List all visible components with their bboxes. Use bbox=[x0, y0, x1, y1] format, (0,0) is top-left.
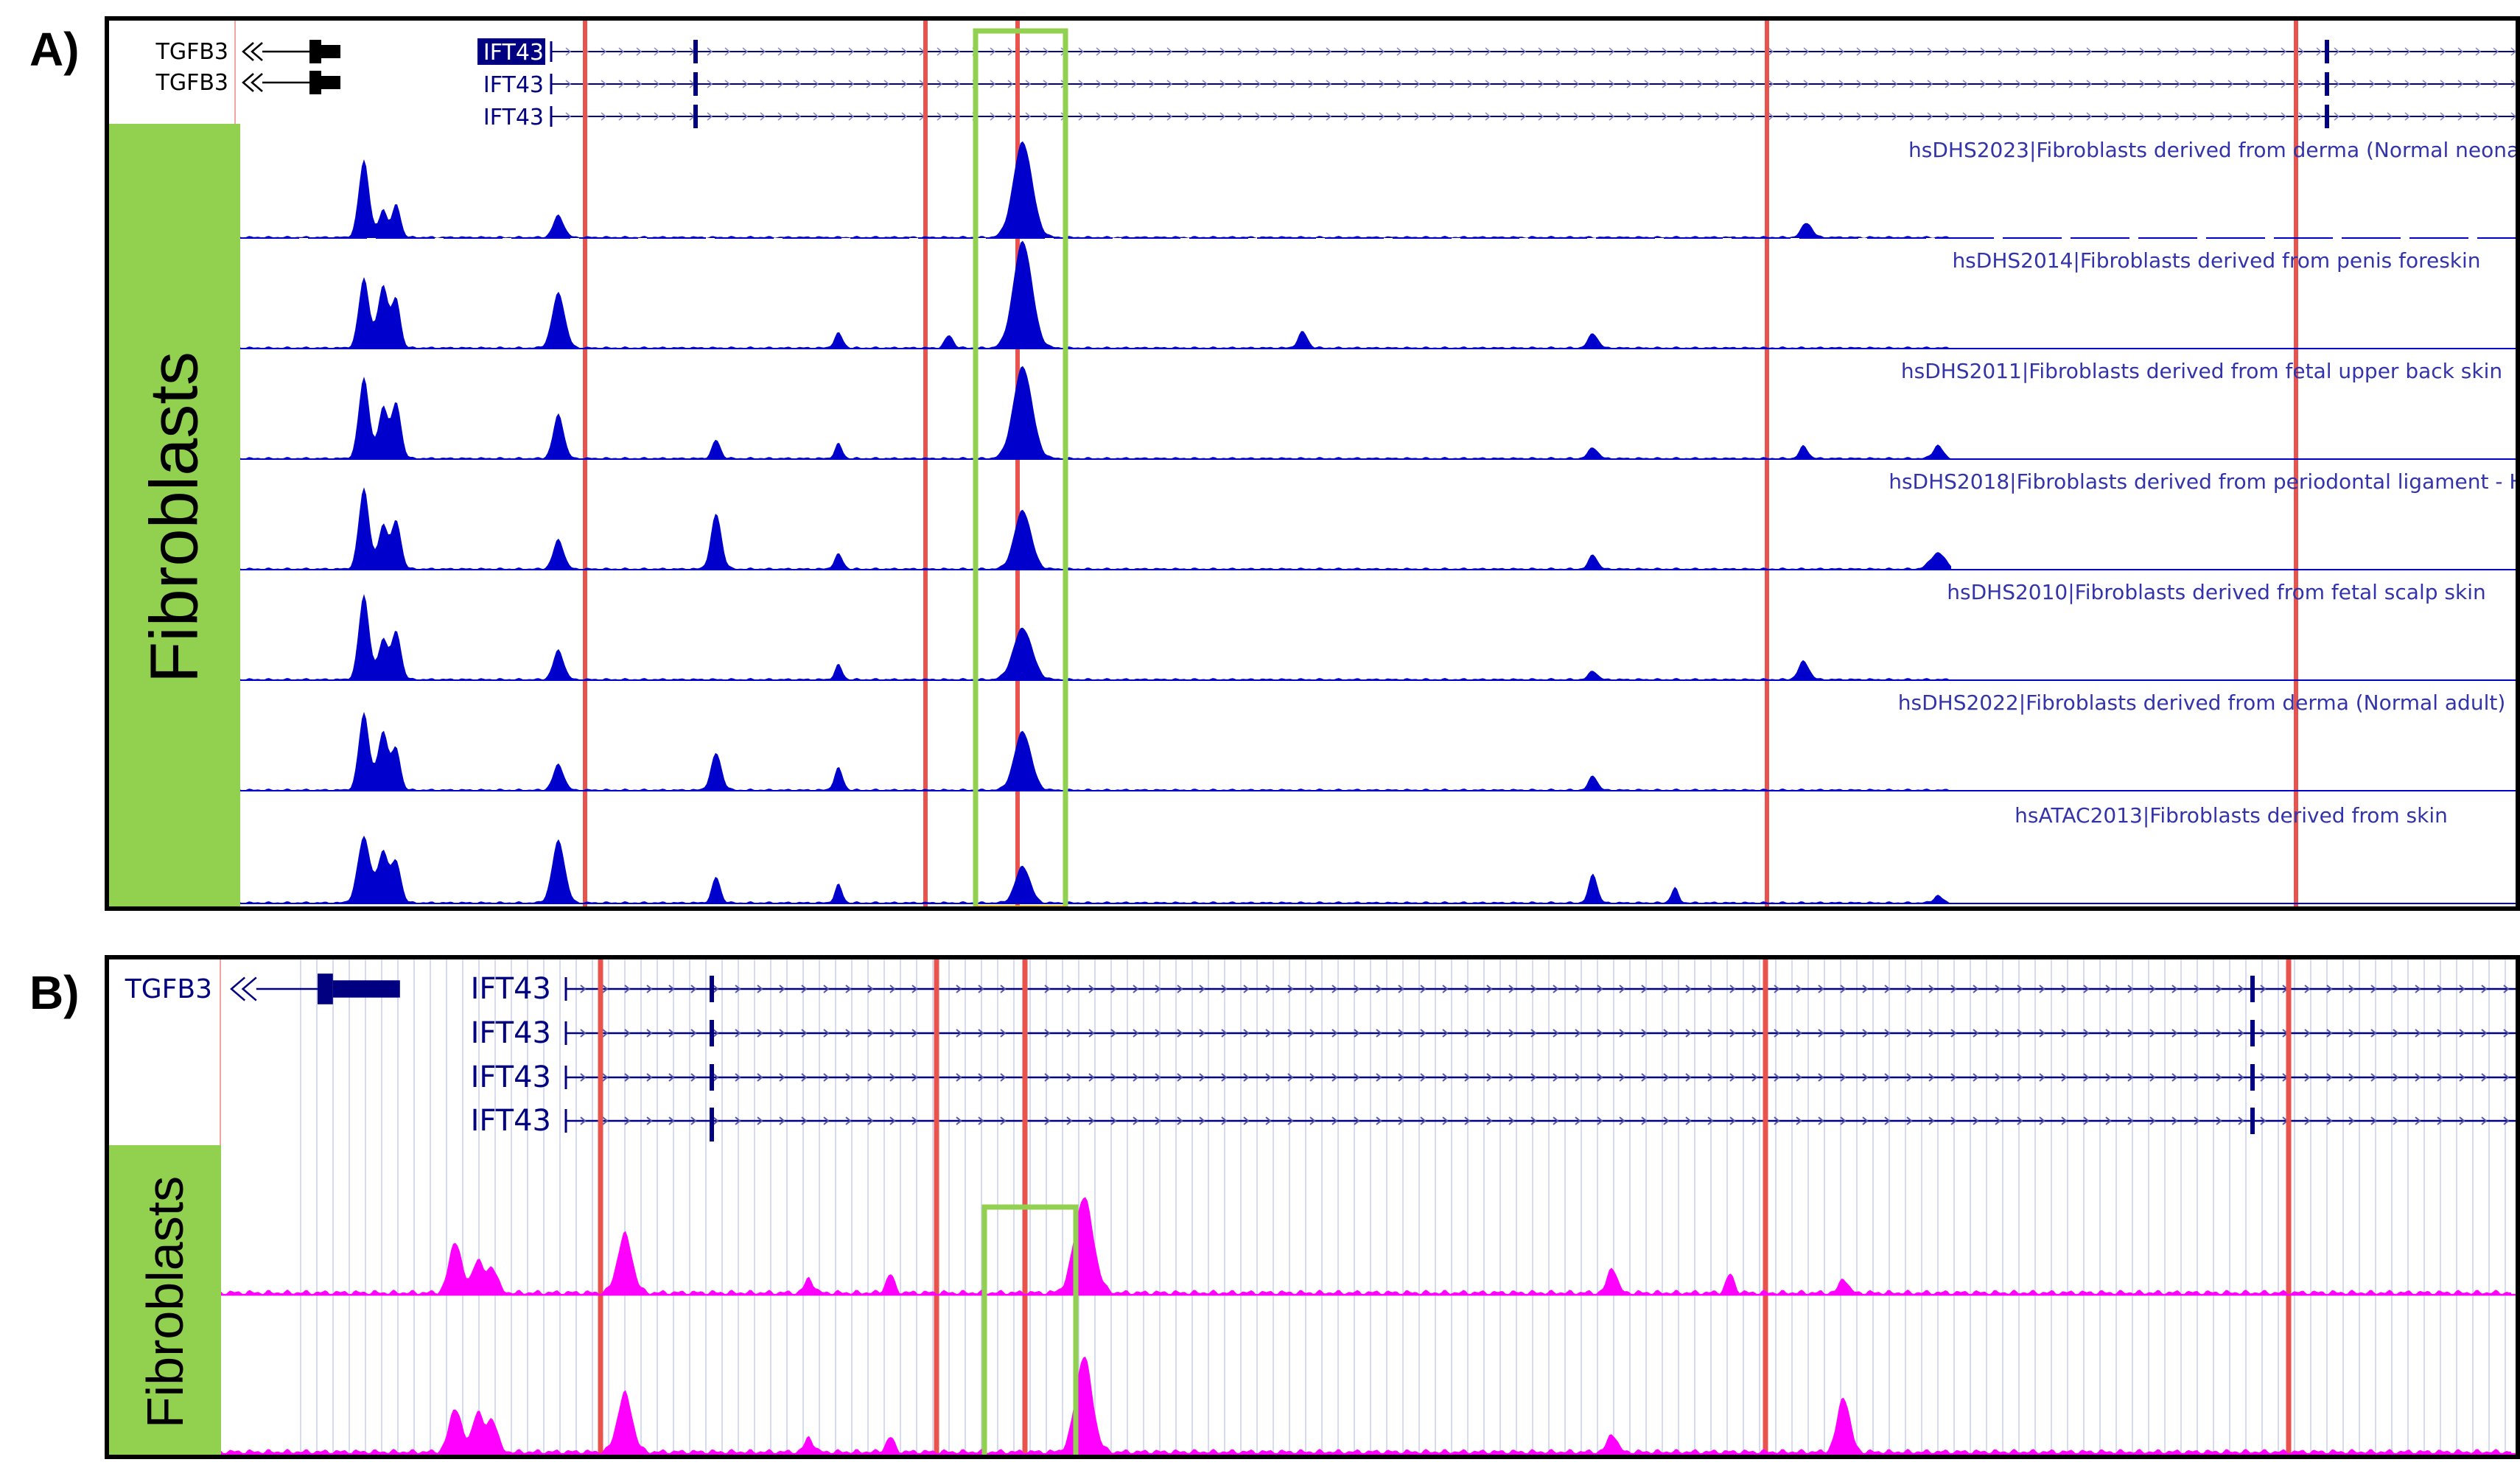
highlight-box bbox=[973, 28, 1068, 906]
ift43-exon bbox=[2250, 1064, 2255, 1091]
tgfb3-utr bbox=[332, 980, 400, 998]
signal-peaks bbox=[240, 712, 1951, 791]
tgfb3-exon bbox=[318, 973, 333, 1004]
signal-peaks bbox=[240, 141, 1951, 238]
dnase-signal-track: hsDHS2018|Fibroblasts derived from perio… bbox=[240, 469, 2520, 570]
ift43-gene-label: IFT43 bbox=[471, 972, 551, 1006]
track-label: hsDHS2023|Fibroblasts derived from derma… bbox=[1908, 138, 2520, 162]
tgfb3-strand-chevrons bbox=[242, 42, 263, 61]
ift43-transcript: IFT43 bbox=[483, 72, 2516, 98]
fibroblasts-label-b: Fibroblasts bbox=[136, 1175, 194, 1429]
tgfb3-gene-label: TGFB3 bbox=[155, 39, 229, 65]
strand-arrows bbox=[565, 80, 2516, 88]
signal-peaks bbox=[240, 836, 1951, 903]
ift43-transcript: IFT43 bbox=[483, 105, 2516, 130]
signal-peaks bbox=[240, 594, 1951, 680]
ift43-transcript: IFT43 bbox=[471, 1060, 2516, 1094]
ift43-exon bbox=[2250, 976, 2255, 1002]
ift43-exon bbox=[2325, 40, 2329, 63]
ift43-gene-label: IFT43 bbox=[483, 72, 544, 98]
strand-arrows bbox=[580, 1029, 2510, 1038]
panel-a-side-label: Fibroblasts bbox=[109, 124, 240, 906]
panel-b-genome-browser: TGFB3 IFT43 IFT43 IFT43 IFT43 Fibroblasts bbox=[105, 955, 2520, 1459]
ift43-exon bbox=[693, 40, 698, 63]
ift43-transcript: IFT43 bbox=[483, 40, 2516, 66]
track-label: hsDHS2011|Fibroblasts derived from fetal… bbox=[1901, 359, 2502, 383]
highlight-box bbox=[981, 1204, 1079, 1455]
signal-peaks bbox=[240, 366, 1951, 459]
dnase-signal-track: hsDHS2023|Fibroblasts derived from derma… bbox=[240, 138, 2520, 239]
track-label: hsDHS2018|Fibroblasts derived from perio… bbox=[1889, 469, 2520, 494]
ift43-exon bbox=[710, 1064, 714, 1091]
signal-track bbox=[221, 1357, 2516, 1455]
signal-track bbox=[221, 1197, 2516, 1296]
panel-b-side-label: Fibroblasts bbox=[109, 1145, 221, 1455]
panel-a-tracks: TGFB3 TGFB3 IFT43 IFT43 IFT43 hsDHS2023|Fibro… bbox=[155, 21, 2520, 906]
tgfb3-gene-label: TGFB3 bbox=[155, 70, 229, 96]
signal-peaks bbox=[240, 487, 1951, 570]
ift43-gene-label: IFT43 bbox=[483, 105, 544, 130]
track-label: hsDHS2010|Fibroblasts derived from fetal… bbox=[1947, 580, 2485, 604]
ift43-transcript: IFT43 bbox=[471, 1016, 2516, 1050]
tgfb3-strand-chevrons bbox=[230, 976, 257, 1001]
ift43-exon bbox=[710, 1020, 714, 1046]
dnase-signal-track: hsDHS2014|Fibroblasts derived from penis… bbox=[240, 240, 2516, 349]
panel-a-letter: A) bbox=[29, 23, 80, 76]
ift43-exon bbox=[693, 105, 698, 128]
ift43-exon bbox=[710, 1121, 714, 1141]
panel-a-genome-browser: TGFB3 TGFB3 IFT43 IFT43 IFT43 hsDHS2023|Fibro… bbox=[105, 16, 2520, 911]
signal-peaks bbox=[221, 1197, 2511, 1295]
ift43-exon bbox=[710, 976, 714, 1002]
tgfb3-exon bbox=[309, 71, 321, 94]
tgfb3-exon bbox=[309, 40, 321, 63]
ift43-exon bbox=[693, 72, 698, 96]
ift43-exon bbox=[2325, 72, 2329, 96]
ift43-gene-label: IFT43 bbox=[483, 40, 544, 66]
tgfb3-strand-chevrons bbox=[242, 73, 263, 92]
dnase-signal-track: hsATAC2013|Fibroblasts derived from skin bbox=[240, 803, 2516, 904]
tgfb3-gene-label: TGFB3 bbox=[125, 974, 212, 1004]
ift43-exon bbox=[2250, 1108, 2255, 1134]
strand-arrows bbox=[580, 1116, 2510, 1125]
ift43-exon bbox=[2325, 105, 2329, 128]
strand-arrows bbox=[565, 112, 2516, 121]
dnase-signal-track: hsDHS2011|Fibroblasts derived from fetal… bbox=[240, 359, 2516, 460]
ift43-transcript: IFT43 bbox=[471, 1104, 2516, 1138]
dnase-signal-track: hsDHS2022|Fibroblasts derived from derma… bbox=[240, 690, 2516, 791]
track-label: hsATAC2013|Fibroblasts derived from skin bbox=[2015, 803, 2448, 828]
ift43-gene-label: IFT43 bbox=[471, 1060, 551, 1094]
ift43-exon bbox=[2250, 1020, 2255, 1046]
ift43-transcript: IFT43 bbox=[471, 972, 2516, 1006]
ift43-gene-label: IFT43 bbox=[471, 1104, 551, 1138]
ift43-gene-label: IFT43 bbox=[471, 1016, 551, 1050]
fibroblasts-label-a: Fibroblasts bbox=[136, 352, 212, 683]
panel-b-letter: B) bbox=[29, 966, 80, 1019]
strand-arrows bbox=[565, 47, 2516, 56]
track-label: hsDHS2014|Fibroblasts derived from penis… bbox=[1952, 248, 2480, 273]
track-label: hsDHS2022|Fibroblasts derived from derma… bbox=[1898, 690, 2506, 715]
dnase-signal-track: hsDHS2010|Fibroblasts derived from fetal… bbox=[240, 580, 2516, 681]
tgfb3-utr bbox=[321, 76, 340, 89]
signal-peaks bbox=[221, 1357, 2511, 1454]
panel-b-tracks: TGFB3 IFT43 IFT43 IFT43 IFT43 bbox=[125, 959, 2516, 1455]
tgfb3-utr bbox=[321, 45, 340, 58]
strand-arrows bbox=[580, 985, 2510, 993]
signal-peaks bbox=[240, 240, 1951, 349]
strand-arrows bbox=[580, 1073, 2510, 1082]
ift43-selected-highlight bbox=[477, 38, 545, 65]
